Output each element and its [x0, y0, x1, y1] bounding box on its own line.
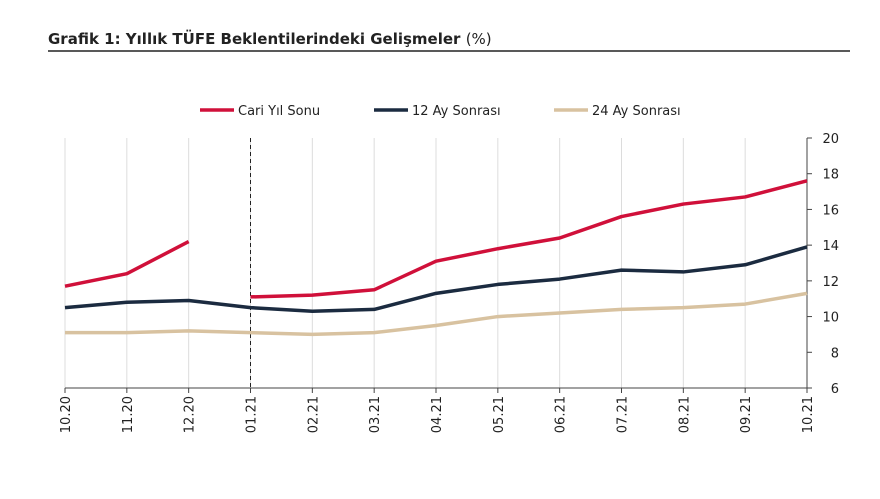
- x-tick-label: 11.20: [121, 396, 136, 433]
- x-tick-label: 03.21: [368, 396, 383, 433]
- chart-title: Grafik 1: Yıllık TÜFE Beklentilerindeki …: [48, 29, 492, 48]
- x-tick-label: 06.21: [554, 396, 569, 433]
- x-tick-label: 09.21: [739, 396, 754, 433]
- x-tick-label: 10.21: [801, 396, 816, 433]
- x-tick-label: 01.21: [245, 396, 260, 433]
- x-tick-label: 02.21: [306, 396, 321, 433]
- x-tick-label: 04.21: [430, 396, 445, 433]
- legend-label: Cari Yıl Sonu: [238, 104, 320, 119]
- title-unit: (%): [466, 30, 492, 48]
- series-line: [65, 291, 808, 337]
- y-tick-label: 16: [822, 203, 839, 218]
- y-tick-label: 18: [822, 168, 839, 183]
- y-tick-label: 8: [831, 346, 839, 361]
- series-line: [250, 179, 808, 299]
- y-tick-label: 6: [831, 382, 839, 397]
- x-tick-label: 08.21: [677, 396, 692, 433]
- y-tick-label: 12: [822, 275, 839, 290]
- y-tick-label: 10: [822, 311, 839, 326]
- x-tick-label: 10.20: [59, 396, 74, 433]
- y-tick-label: 14: [822, 239, 839, 254]
- x-tick-label: 05.21: [492, 396, 507, 433]
- x-tick-label: 12.20: [183, 396, 198, 433]
- title-text: Grafik 1: Yıllık TÜFE Beklentilerindeki …: [48, 29, 461, 48]
- legend-label: 24 Ay Sonrası: [592, 104, 681, 119]
- legend-label: 12 Ay Sonrası: [412, 104, 501, 119]
- x-tick-label: 07.21: [616, 396, 631, 433]
- series-line: [64, 240, 190, 288]
- series-line: [64, 245, 808, 313]
- y-tick-label: 20: [822, 132, 839, 147]
